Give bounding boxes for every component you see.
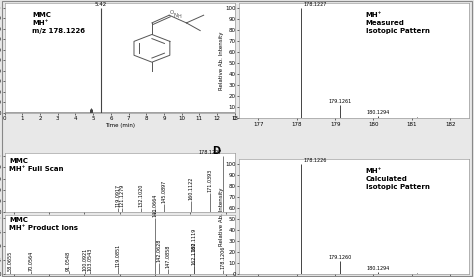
- Text: 180.1294: 180.1294: [367, 266, 390, 271]
- Text: 140.0664: 140.0664: [153, 194, 158, 217]
- Text: MMC
MH⁺
m/z 178.1226: MMC MH⁺ m/z 178.1226: [32, 12, 85, 34]
- Text: 178.1227: 178.1227: [198, 150, 222, 155]
- Text: 5.42: 5.42: [94, 2, 107, 7]
- Text: 142.0628: 142.0628: [156, 239, 161, 262]
- Text: 179.1260: 179.1260: [328, 255, 352, 260]
- Text: 162.1119: 162.1119: [191, 228, 197, 251]
- Text: MMC
MH⁺ Full Scan: MMC MH⁺ Full Scan: [9, 158, 64, 172]
- Text: 178.1226: 178.1226: [303, 158, 327, 163]
- Text: MMC
MH⁺ Product Ions: MMC MH⁺ Product Ions: [9, 217, 78, 231]
- Text: C: C: [212, 0, 219, 1]
- Text: 178.1206: 178.1206: [220, 246, 225, 269]
- Text: 58.0655: 58.0655: [8, 251, 13, 271]
- Text: 119.0851: 119.0851: [116, 244, 120, 267]
- Y-axis label: Relative Ab. Intensity: Relative Ab. Intensity: [219, 31, 224, 90]
- Text: 70.0564: 70.0564: [29, 251, 34, 271]
- Text: MH⁺
Measured
Isotopic Pattern: MH⁺ Measured Isotopic Pattern: [366, 12, 429, 34]
- Text: 147.0858: 147.0858: [165, 245, 170, 268]
- Text: 100.0921: 100.0921: [82, 248, 87, 271]
- Y-axis label: Relative Ab. Intensity: Relative Ab. Intensity: [219, 187, 224, 246]
- Text: 162.1180: 162.1180: [191, 242, 197, 265]
- Text: 103.0543: 103.0543: [87, 247, 92, 271]
- Text: 91.0548: 91.0548: [66, 251, 71, 271]
- Text: 121.1279: 121.1279: [119, 184, 124, 207]
- Text: 145.0897: 145.0897: [162, 180, 166, 203]
- Text: MH⁺
Calculated
Isotopic Pattern: MH⁺ Calculated Isotopic Pattern: [366, 168, 429, 190]
- Text: 171.0393: 171.0393: [208, 169, 212, 192]
- Text: 160.1122: 160.1122: [188, 177, 193, 201]
- X-axis label: Time (min): Time (min): [105, 123, 135, 128]
- Text: 119.0917: 119.0917: [116, 184, 120, 207]
- Text: 180.1294: 180.1294: [367, 110, 390, 115]
- Text: 132.1020: 132.1020: [138, 184, 144, 207]
- Text: 179.1261: 179.1261: [328, 99, 352, 104]
- Text: D: D: [212, 147, 220, 157]
- Text: 178.1227: 178.1227: [303, 2, 327, 7]
